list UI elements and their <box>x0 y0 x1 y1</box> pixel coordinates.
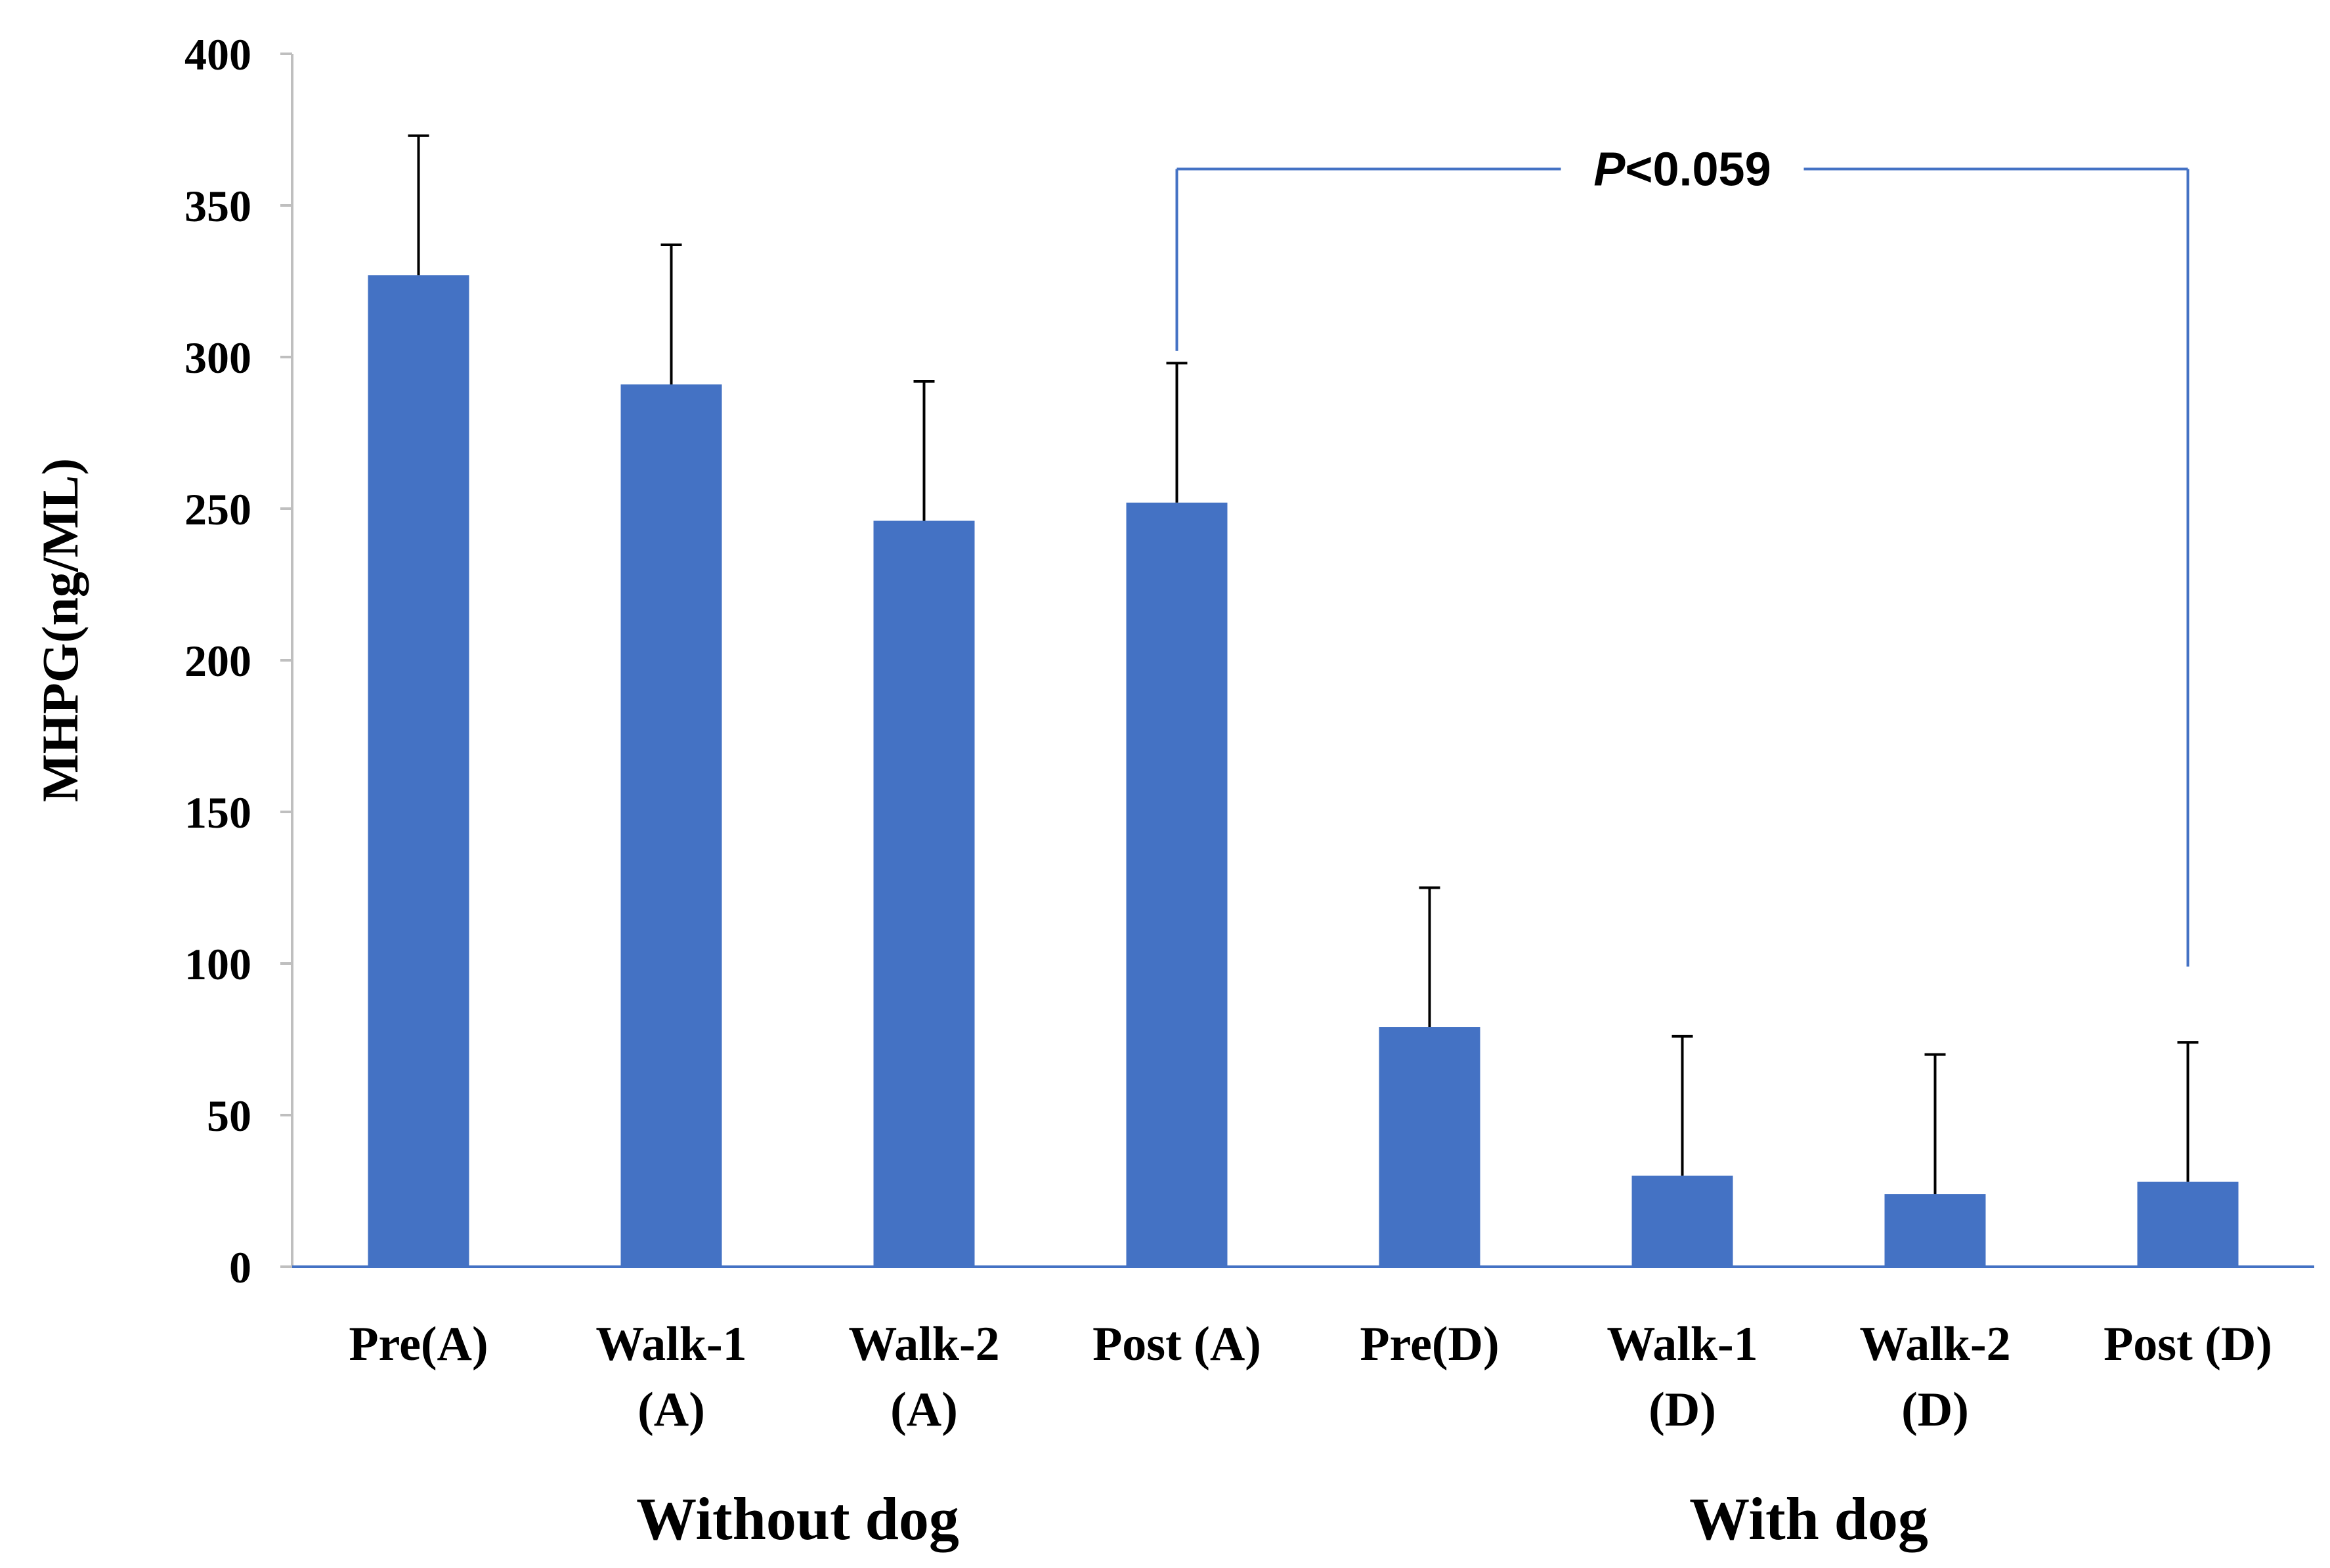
group-label: Without dog <box>636 1485 959 1552</box>
bar <box>620 384 722 1267</box>
p-value-text: <0.059 <box>1625 144 1771 196</box>
x-tick-label: (A) <box>890 1383 958 1437</box>
x-tick-label: Walk-2 <box>848 1317 999 1371</box>
y-tick-label: 0 <box>229 1242 251 1292</box>
y-axis-ticks: 0 50 100 150 200 250 300 350 400 <box>184 30 292 1292</box>
group-label: With dog <box>1689 1485 1928 1552</box>
x-tick-label: (D) <box>1649 1383 1716 1437</box>
bars <box>368 134 2239 1267</box>
x-tick-label: Pre(D) <box>1360 1317 1499 1371</box>
x-tick-label: (D) <box>1901 1383 1969 1437</box>
y-axis-label: MHPG(ng/ML) <box>32 458 89 802</box>
x-tick-label: Post (A) <box>1092 1317 1261 1371</box>
bar <box>1631 1176 1733 1267</box>
bar <box>1379 1027 1480 1267</box>
bar <box>873 520 975 1267</box>
x-axis-labels: Pre(A) Walk-1 (A) Walk-2 (A) Post (A) Pre(D) Wa… <box>349 1317 2272 1437</box>
y-tick-label: 100 <box>184 939 251 989</box>
x-tick-label: Walk-2 <box>1859 1317 2010 1371</box>
significance-annotation: P<0.059 <box>1175 144 2190 967</box>
bar <box>1884 1194 1986 1267</box>
bar <box>1126 502 1228 1267</box>
y-tick-label: 250 <box>184 484 251 534</box>
y-tick-label: 50 <box>207 1091 251 1141</box>
group-labels: Without dog With dog <box>636 1485 1928 1552</box>
y-tick-label: 400 <box>184 30 251 79</box>
x-tick-label: Walk-1 <box>1607 1317 1758 1371</box>
y-tick-label: 300 <box>184 333 251 383</box>
y-tick-label: 150 <box>184 788 251 837</box>
bar <box>368 275 469 1267</box>
p-value-italic: P <box>1593 144 1626 196</box>
bar <box>2137 1181 2239 1267</box>
p-value-label: P<0.059 <box>1593 144 1771 196</box>
x-tick-label: Post (D) <box>2103 1317 2272 1371</box>
x-tick-label: (A) <box>637 1383 705 1437</box>
y-tick-label: 350 <box>184 181 251 231</box>
x-tick-label: Walk-1 <box>595 1317 746 1371</box>
x-tick-label: Pre(A) <box>349 1317 488 1371</box>
y-tick-label: 200 <box>184 636 251 686</box>
